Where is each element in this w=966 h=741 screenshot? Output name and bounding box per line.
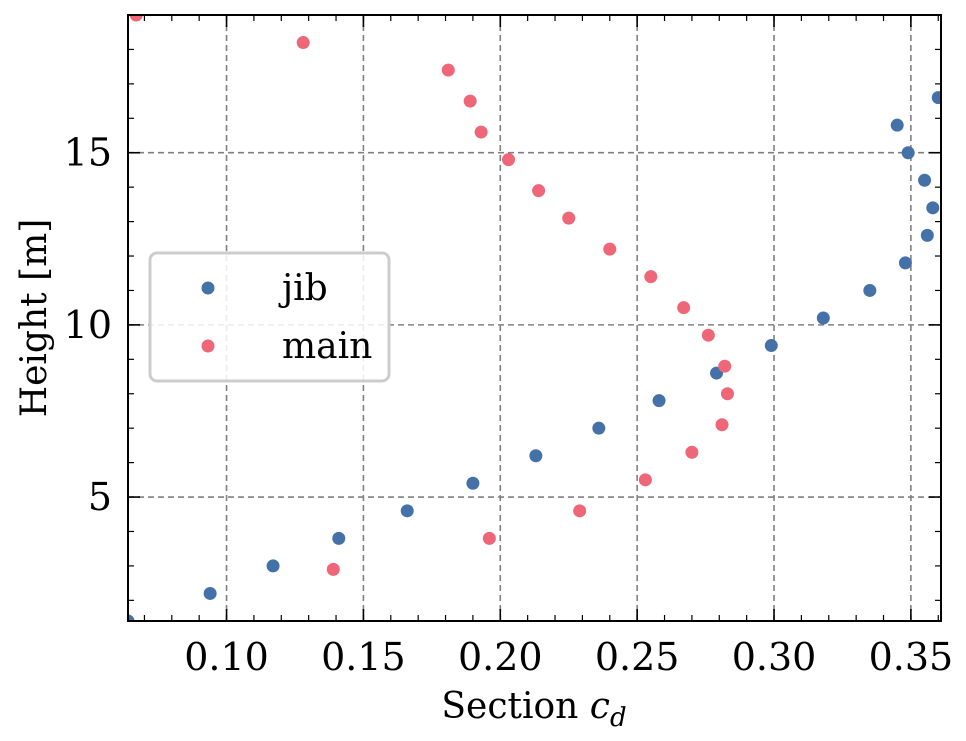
point-main: [720, 387, 734, 401]
point-jib: [652, 394, 666, 408]
point-jib: [926, 201, 940, 215]
y-tick-labels: 5 10 15: [64, 131, 112, 519]
point-jib: [816, 311, 830, 325]
point-main: [718, 359, 732, 373]
point-jib: [901, 146, 915, 160]
legend-label-jib: jib: [278, 268, 328, 309]
point-main: [562, 211, 576, 225]
point-jib: [266, 559, 280, 573]
point-jib: [918, 173, 932, 187]
y-tick-label: 10: [64, 303, 112, 347]
point-jib: [529, 449, 543, 463]
y-axis-label: Height [m]: [14, 219, 55, 418]
point-jib: [203, 586, 217, 600]
legend-marker-jib: [201, 281, 215, 295]
legend: jib main: [148, 251, 391, 383]
point-main: [685, 445, 699, 459]
point-jib: [898, 256, 912, 270]
point-jib: [863, 283, 877, 297]
legend-marker-main: [201, 339, 215, 353]
point-main: [129, 15, 143, 22]
point-main: [677, 301, 691, 315]
point-main: [501, 153, 515, 167]
point-jib: [466, 476, 480, 490]
point-main: [463, 94, 477, 108]
point-main: [482, 531, 496, 545]
major-ticks: [128, 15, 941, 621]
point-jib: [890, 118, 904, 132]
point-main: [326, 562, 340, 576]
x-tick-label: 0.15: [321, 635, 406, 679]
point-main: [474, 125, 488, 139]
x-tick-label: 0.30: [732, 635, 817, 679]
legend-label-main: main: [282, 326, 372, 367]
point-main: [573, 504, 587, 518]
point-jib: [931, 91, 941, 105]
point-main: [638, 473, 652, 487]
x-tick-label: 0.10: [184, 635, 269, 679]
y-tick-label: 15: [64, 131, 112, 175]
y-tick-label: 5: [88, 475, 112, 519]
point-main: [296, 36, 310, 50]
data-points: [128, 15, 941, 621]
plot-frame: [127, 14, 942, 622]
point-main: [603, 242, 617, 256]
point-main: [715, 418, 729, 432]
x-axis-label: Section cd: [441, 686, 626, 733]
point-main: [441, 63, 455, 77]
point-jib: [592, 421, 606, 435]
point-jib: [332, 531, 346, 545]
point-jib: [764, 339, 778, 353]
point-jib: [128, 614, 135, 621]
point-main: [532, 184, 546, 198]
x-tick-label: 0.25: [595, 635, 680, 679]
x-tick-label: 0.20: [458, 635, 543, 679]
point-main: [701, 328, 715, 342]
point-jib: [920, 228, 934, 242]
x-tick-labels: 0.10 0.15 0.20 0.25 0.30 0.35: [184, 635, 953, 679]
point-jib: [400, 504, 414, 518]
x-tick-label: 0.35: [869, 635, 954, 679]
point-main: [644, 270, 658, 284]
